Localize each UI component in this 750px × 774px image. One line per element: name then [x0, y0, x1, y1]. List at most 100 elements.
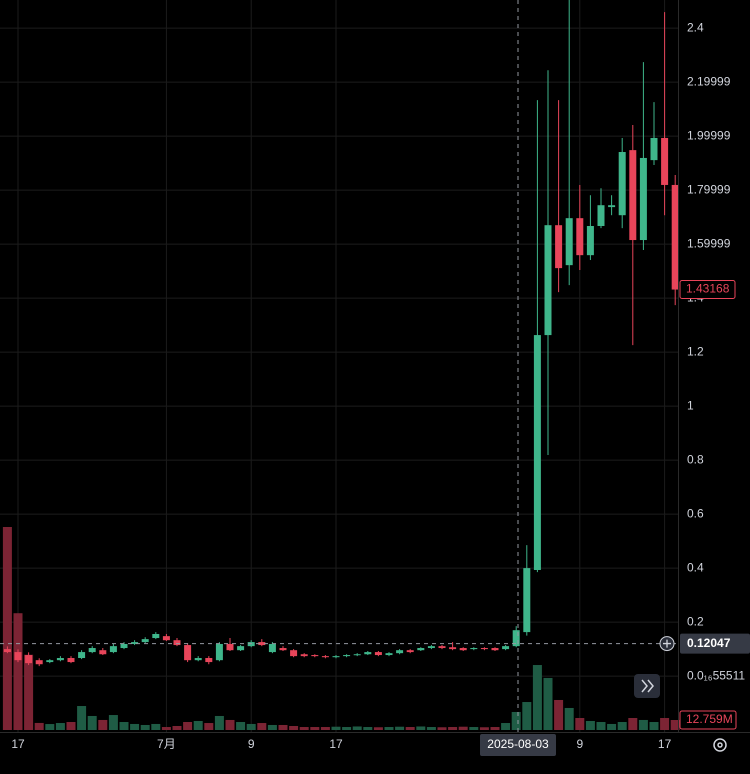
candle-body	[226, 643, 234, 651]
candle-body	[205, 658, 213, 663]
volume-bar	[331, 726, 341, 730]
volume-bar	[225, 719, 235, 730]
volume-bar	[246, 723, 256, 730]
candle-body	[152, 633, 160, 639]
volume-bar	[437, 727, 447, 730]
volume-bar	[267, 724, 277, 730]
candle-body	[88, 648, 96, 653]
x-tick-label: 17	[11, 737, 25, 751]
volume-bar	[278, 724, 288, 730]
volume-bar	[98, 719, 108, 730]
last-volume-label: 12.759M	[686, 712, 733, 726]
volume-bar	[320, 727, 330, 730]
candle-body	[438, 646, 446, 649]
candle-body	[332, 656, 340, 658]
candle-body	[131, 642, 139, 644]
volume-bar	[214, 715, 224, 730]
volume-bar	[140, 724, 150, 730]
volume-bar	[426, 727, 436, 730]
volume-bar	[373, 727, 383, 730]
candle-body	[427, 646, 435, 649]
volume-bar	[130, 723, 140, 730]
candle-body	[67, 658, 75, 663]
x-tick-label: 9	[576, 737, 583, 751]
volume-pane	[2, 527, 680, 730]
candle-body	[3, 649, 11, 653]
candle-body	[35, 660, 43, 665]
x-tick-label: 17	[329, 737, 343, 751]
candle-body	[480, 648, 488, 650]
candle-body	[385, 653, 393, 656]
volume-bar	[416, 726, 426, 730]
candle-body	[629, 150, 637, 241]
volume-bar	[119, 722, 129, 730]
candle-body	[25, 655, 33, 664]
crosshair-date-box	[480, 734, 556, 756]
candle-body	[290, 650, 298, 657]
y-tick-label: 1	[687, 398, 694, 412]
candle-body	[555, 225, 563, 269]
volume-bar	[564, 707, 574, 730]
volume-bar	[395, 726, 405, 730]
candle-body	[14, 652, 22, 661]
y-tick-label: 0.4	[687, 560, 704, 574]
volume-bar	[554, 699, 564, 730]
volume-bar	[617, 722, 627, 730]
candle-body	[650, 137, 658, 161]
volume-bar	[193, 720, 203, 730]
volume-bar	[596, 722, 606, 730]
candle-body	[215, 643, 223, 661]
volume-bar	[638, 719, 648, 730]
volume-bar	[204, 723, 214, 730]
y-tick-label: 1.2	[687, 344, 704, 358]
candle-body	[512, 630, 520, 647]
volume-bar	[458, 726, 468, 730]
volume-bar	[585, 720, 595, 730]
volume-bar	[501, 723, 511, 730]
volume-bar	[77, 706, 87, 730]
y-tick-label: 1.99999	[687, 128, 731, 142]
candle-body	[406, 650, 414, 653]
y-tick-label: 2.19999	[687, 74, 731, 88]
candle-body	[56, 658, 64, 661]
candle-body	[502, 646, 510, 650]
volume-bar	[342, 727, 352, 730]
volume-bar	[660, 718, 670, 730]
candle-body	[184, 645, 192, 661]
candle-body	[576, 218, 584, 256]
volume-bar	[108, 715, 118, 730]
settings-button[interactable]	[713, 738, 727, 752]
volume-bar	[522, 702, 532, 730]
volume-bar	[352, 726, 362, 730]
volume-bar	[289, 726, 299, 730]
candle-body	[237, 646, 245, 651]
last-price-box	[679, 280, 736, 300]
volume-bar	[628, 718, 638, 730]
last-volume-box	[679, 710, 737, 730]
volume-bar	[55, 723, 65, 730]
last-price-label: 1.43168	[686, 282, 730, 296]
candle-body	[162, 636, 170, 641]
scroll-button[interactable]	[634, 674, 660, 698]
candle-body	[671, 184, 679, 290]
crosshair-date-label: 2025-08-03	[487, 737, 549, 751]
candle-body	[608, 205, 616, 208]
candle-body	[449, 647, 457, 650]
volume-bar	[543, 677, 553, 730]
candle-body	[417, 648, 425, 651]
candle-body	[194, 658, 202, 661]
volume-bar	[151, 723, 161, 730]
candle-body	[374, 652, 382, 656]
volume-bar	[607, 723, 617, 730]
volume-bar	[13, 613, 23, 730]
candle-body	[279, 648, 287, 651]
volume-bar	[649, 722, 659, 730]
x-tick-label: 17	[658, 737, 672, 751]
y-tick-label: 1.59999	[687, 236, 731, 250]
add-alert-icon	[663, 639, 671, 648]
volume-bar	[575, 718, 585, 730]
candle-body	[109, 646, 117, 653]
candle-body	[353, 654, 361, 656]
candle-body	[523, 568, 531, 633]
